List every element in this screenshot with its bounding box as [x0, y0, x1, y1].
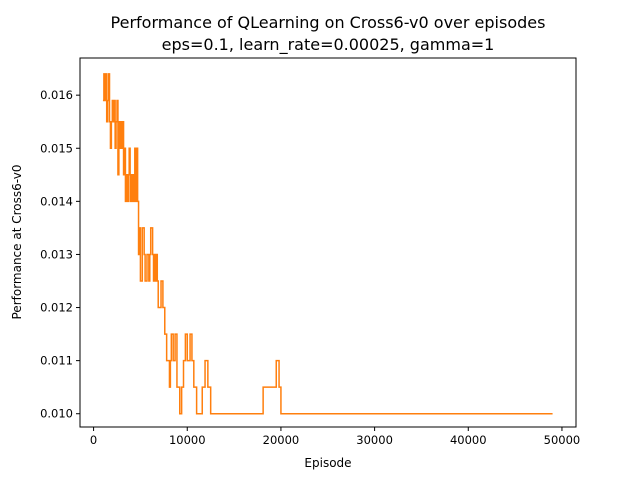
y-tick-label: 0.012: [40, 301, 73, 315]
plot-frame: [79, 57, 577, 428]
y-tick-label: 0.013: [40, 247, 73, 261]
x-tick-label: 10000: [169, 433, 206, 447]
x-tick-label: 40000: [450, 433, 487, 447]
x-tick-label: 20000: [263, 433, 300, 447]
series-layer: [102, 73, 553, 415]
series-line-0: [102, 73, 553, 415]
y-tick-label: 0.014: [40, 194, 73, 208]
y-axis-label: Performance at Cross6-v0: [10, 164, 24, 319]
x-tick-label: 50000: [544, 433, 581, 447]
y-tick-label: 0.015: [40, 141, 73, 155]
y-tick-label: 0.016: [40, 88, 73, 102]
chart-subtitle: eps=0.1, learn_rate=0.00025, gamma=1: [162, 35, 495, 55]
y-tick-label: 0.010: [40, 407, 73, 421]
chart-title: Performance of QLearning on Cross6-v0 ov…: [111, 13, 546, 32]
x-axis: 0 10000 20000 30000 40000 50000: [90, 427, 580, 447]
y-axis: 0.010 0.011 0.012 0.013 0.014 0.015 0.016: [40, 88, 80, 421]
y-tick-label: 0.011: [40, 354, 73, 368]
x-axis-label: Episode: [304, 456, 351, 470]
x-tick-label: 30000: [356, 433, 393, 447]
x-tick-label: 0: [90, 433, 97, 447]
